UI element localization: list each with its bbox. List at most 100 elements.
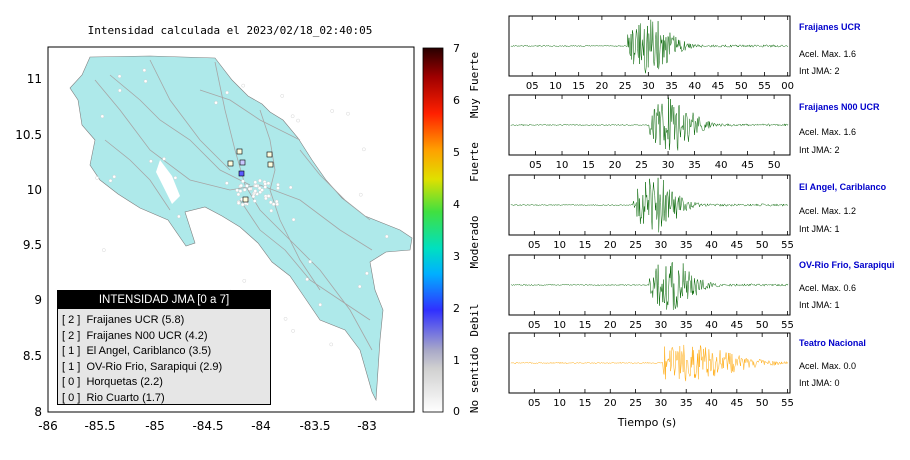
station-markers [227,148,274,203]
time-tick-label: 40 [705,240,718,251]
colorbar-label: No sentido [468,347,481,413]
road-network [94,59,373,351]
station-int: Int JMA: 2 [799,145,840,155]
time-tick-label: 05 [528,240,541,251]
waveform-panels: 05 10 15 20 25 30 35 40 45 50 55 00 05 10 15 20 25 30 35 4… [508,15,794,429]
time-tick-label: 40 [688,81,701,92]
waveform-panel-fraijanes-ucr: 05 10 15 20 25 30 35 40 45 50 55 00 [508,15,794,92]
colorbar-label: Moderado [468,216,481,269]
time-tick-label: 35 [680,398,693,409]
time-tick-label: 45 [741,160,754,171]
time-tick-label: 50 [756,320,769,331]
colorbar-tick: 4 [453,198,460,211]
time-tick-label: 50 [756,240,769,251]
colorbar-tick: 7 [453,42,460,55]
waveform-panel-ov-rio-frio-sarapiqui: 05 10 15 20 25 30 35 40 45 50 55 [508,254,794,331]
time-tick-label: 10 [549,81,562,92]
colorbar-label: Debil [468,303,481,336]
time-tick-label: 15 [579,240,592,251]
time-tick-label: 50 [735,81,748,92]
legend-item: [ 0 ] Horquetas (2.2) [62,376,163,388]
map-x-axis: -86 -85.5 -85 -84.5 -84 -83.5 -83 [38,419,377,433]
time-tick-label: 30 [642,81,655,92]
legend-item: [ 1 ] OV-Rio Frio, Sarapiqui (2.9) [62,360,223,373]
time-tick-label: 35 [680,240,693,251]
colorbar-tick: 1 [453,354,460,367]
nicoya-gulf [156,160,180,204]
time-tick-label: 35 [680,320,693,331]
colorbar-tick: 5 [453,146,460,159]
station-int: Int JMA: 1 [799,300,840,310]
time-tick-label: 20 [604,320,617,331]
x-tick-label: -83.5 [299,419,330,433]
waveform-panel-teatro-nacional: 05 10 15 20 25 30 35 40 45 50 55 [508,332,794,409]
station-name: OV-Rio Frio, Sarapiqui [799,260,895,270]
time-tick-label: 20 [609,160,622,171]
x-tick-label: -85.5 [84,419,115,433]
time-tick-label: 10 [553,240,566,251]
waveform-panel-el-angel-cariblanco: 05 10 15 20 25 30 35 40 45 50 55 [508,174,794,251]
time-tick-label: 05 [529,160,542,171]
time-tick-label: 10 [553,320,566,331]
colorbar-label: Fuerte [468,142,481,182]
time-tick-label: 40 [705,320,718,331]
time-tick-label: 30 [662,160,675,171]
time-tick-label: 10 [553,398,566,409]
time-tick-label: 15 [579,398,592,409]
time-tick-label: 35 [665,81,678,92]
time-tick-label: 30 [655,320,668,331]
time-tick-label: 30 [655,240,668,251]
y-tick-label: 10.5 [15,128,42,142]
time-tick-label: 55 [758,81,771,92]
station-int: Int JMA: 1 [799,224,840,234]
station-acel: Acel. Max. 1.6 [799,127,857,137]
station-acel: Acel. Max. 1.2 [799,206,857,216]
x-tick-label: -83 [357,419,377,433]
time-tick-label: 00 [781,81,794,92]
y-tick-label: 10 [27,183,42,197]
map-title: Intensidad calculada el 2023/02/18_02:40… [87,24,373,37]
time-tick-label: 15 [572,81,585,92]
time-tick-label: 05 [528,398,541,409]
y-tick-label: 9.5 [23,238,42,252]
time-tick-label: 55 [781,398,794,409]
intensity-legend: INTENSIDAD JMA [0 a 7] [ 2 ] Fraijanes U… [57,290,271,405]
colorbar-tick: 6 [453,94,460,107]
legend-item: [ 2 ] Fraijanes N00 UCR (4.2) [62,329,208,342]
station-int: Int JMA: 0 [799,378,840,388]
time-tick-label: 25 [629,398,642,409]
x-tick-label: -85 [145,419,165,433]
time-tick-label: 55 [781,320,794,331]
station-name: Teatro Nacional [799,338,866,348]
time-tick-label: 20 [604,240,617,251]
time-tick-label: 15 [579,320,592,331]
y-tick-label: 8.5 [23,349,42,363]
costa-rica-landmass [69,55,413,402]
colorbar-label: Muy Fuerte [468,52,481,118]
legend-item: [ 2 ] Fraijanes UCR (5.8) [62,314,185,326]
station-acel: Acel. Max. 0.6 [799,283,857,293]
intensity-colorbar: 7 6 5 4 3 2 1 0 Muy Fuerte Fuerte Modera… [422,42,481,418]
time-tick-label: 30 [655,398,668,409]
time-tick-label: 45 [730,398,743,409]
legend-item: [ 1 ] El Angel, Cariblanco (3.5) [62,345,212,357]
time-tick-label: 10 [556,160,569,171]
time-axis-label: Tiempo (s) [617,416,676,429]
station-acel: Acel. Max. 0.0 [799,361,857,371]
x-tick-label: -84.5 [192,419,223,433]
time-tick-label: 35 [688,160,701,171]
time-tick-label: 40 [715,160,728,171]
time-tick-label: 45 [730,320,743,331]
station-name: El Angel, Cariblanco [799,182,887,192]
time-tick-label: 55 [781,240,794,251]
station-dots [95,68,389,369]
y-tick-label: 9 [34,293,42,307]
time-tick-label: 25 [635,160,648,171]
time-tick-label: 45 [730,240,743,251]
station-name: Fraijanes UCR [799,22,861,32]
time-tick-label: 50 [768,160,781,171]
colorbar-gradient [422,47,444,413]
legend-header: INTENSIDAD JMA [0 a 7] [58,291,270,309]
time-tick-label: 20 [596,81,609,92]
station-name: Fraijanes N00 UCR [799,102,880,112]
